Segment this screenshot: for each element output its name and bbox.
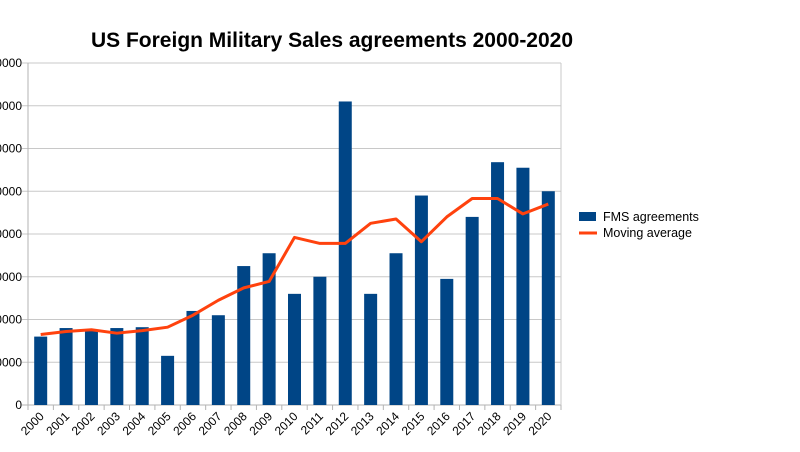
bar-fms-agreements <box>364 293 378 405</box>
bar-fms-agreements <box>440 278 454 405</box>
x-tick-label: 2013 <box>348 409 377 438</box>
x-tick-label: 2019 <box>500 409 529 438</box>
bar-fms-agreements <box>84 330 98 405</box>
y-axis-ticks: 000000000000000000000000000000000 <box>0 56 22 412</box>
bar-fms-agreements <box>491 162 505 405</box>
x-axis-ticks: 2000200120022003200420052006200720082009… <box>18 409 555 438</box>
legend: FMS agreements Moving average <box>579 210 699 240</box>
bar-series <box>34 101 555 405</box>
line-series <box>40 197 549 336</box>
bar-fms-agreements <box>237 266 251 405</box>
x-tick-label: 2000 <box>18 409 47 438</box>
x-tick-label: 2009 <box>246 409 275 438</box>
x-tick-label: 2017 <box>450 409 479 438</box>
bar-fms-agreements <box>135 327 149 405</box>
bar-fms-agreements <box>465 216 479 405</box>
x-tick-label: 2011 <box>298 409 326 437</box>
x-tick-label: 2012 <box>323 409 352 438</box>
bar-fms-agreements <box>186 310 200 405</box>
bar-fms-agreements <box>516 167 530 405</box>
x-tick-label: 2002 <box>69 409 98 438</box>
bar-fms-agreements <box>288 293 301 405</box>
x-tick-label: 2006 <box>170 409 199 438</box>
bar-fms-agreements <box>541 191 555 405</box>
legend-label-fms-agreements: FMS agreements <box>603 210 699 224</box>
x-tick-label: 2005 <box>145 409 174 438</box>
bar-fms-agreements <box>338 101 352 405</box>
y-tick-label: 0 <box>15 398 22 412</box>
chart-title: US Foreign Military Sales agreements 200… <box>91 29 573 52</box>
x-tick-label: 2007 <box>196 409 225 438</box>
bar-fms-agreements <box>313 276 327 405</box>
legend-label-moving-average: Moving average <box>603 226 692 240</box>
bar-fms-agreements <box>161 355 175 405</box>
bar-fms-agreements <box>110 328 124 405</box>
bar-fms-agreements <box>262 253 276 405</box>
bar-fms-agreements <box>389 253 403 405</box>
x-tick-label: 2016 <box>424 409 453 438</box>
x-tick-label: 2008 <box>221 409 250 438</box>
bar-fms-agreements <box>34 336 48 405</box>
x-tick-label: 2001 <box>43 409 72 438</box>
x-tick-label: 2004 <box>120 409 149 438</box>
line-moving-average <box>40 197 549 336</box>
x-tick-label: 2003 <box>94 409 123 438</box>
x-tick-label: 2020 <box>526 409 555 438</box>
bar-fms-agreements <box>59 328 73 405</box>
x-tick-label: 2014 <box>373 409 402 438</box>
bar-fms-agreements <box>211 315 225 405</box>
legend-swatch-fms-agreements <box>579 212 596 221</box>
x-tick-label: 2010 <box>272 409 301 438</box>
x-tick-label: 2018 <box>475 409 504 438</box>
x-tick-label: 2015 <box>399 409 428 438</box>
bar-fms-agreements <box>414 195 428 405</box>
